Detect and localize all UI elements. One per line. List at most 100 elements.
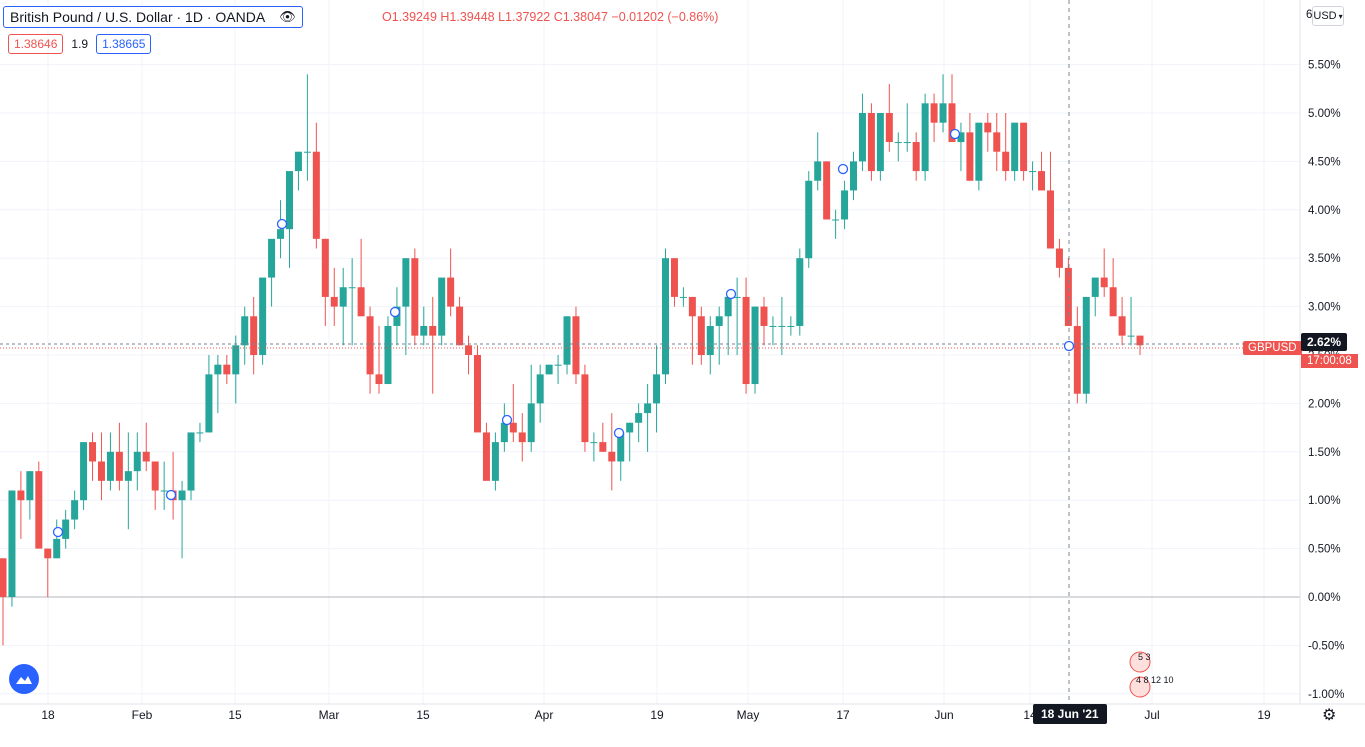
candle (903, 103, 911, 152)
candle (787, 316, 795, 336)
price-tick-label: 0.50% (1308, 544, 1341, 556)
candle (151, 461, 159, 510)
candle (635, 403, 643, 443)
price-tick-label: -0.50% (1308, 640, 1344, 652)
eye-icon[interactable]: 👁 (279, 9, 296, 24)
candle (232, 335, 240, 404)
currency-select[interactable]: USD ▾ (1312, 6, 1344, 26)
candle (1038, 151, 1046, 191)
candle (142, 422, 150, 472)
price-tick-label: 2.00% (1308, 398, 1341, 410)
candle (491, 432, 499, 491)
candle (554, 355, 562, 385)
candle (223, 355, 231, 385)
candle (44, 548, 52, 597)
candle (939, 74, 947, 133)
candle (608, 413, 616, 491)
candle (617, 432, 625, 481)
candle (71, 490, 79, 530)
split-marker-icon[interactable] (52, 526, 64, 538)
candle (832, 209, 840, 239)
low-value: L1.37922 (498, 10, 551, 24)
candle (760, 296, 768, 346)
candle (500, 403, 508, 452)
candle (1064, 258, 1072, 326)
candle (518, 413, 526, 462)
candle (169, 451, 177, 520)
candle (1082, 296, 1090, 404)
candle (241, 306, 249, 365)
candle (53, 519, 61, 559)
price-tick-label: 1.50% (1308, 447, 1341, 459)
bid-button[interactable]: 1.38646 (8, 34, 64, 54)
price-tick-label: 3.50% (1308, 253, 1341, 265)
split-marker-icon[interactable] (276, 218, 288, 230)
price-tick-label: 3.00% (1308, 302, 1341, 314)
bid-ask-panel: 1.38646 1.9 1.38665 (8, 34, 152, 54)
time-tick-label: 15 (228, 708, 242, 722)
candle (375, 325, 383, 394)
split-marker-icon[interactable] (165, 489, 177, 501)
economic-events[interactable]: 5 3 4 8 12 10 (1122, 650, 1178, 705)
candle (160, 461, 168, 510)
high-value: H1.39448 (440, 10, 495, 24)
candle (205, 355, 213, 433)
candle (715, 306, 723, 365)
split-marker-icon[interactable] (1063, 340, 1075, 352)
symbol-legend[interactable]: British Pound / U.S. Dollar · 1D · OANDA… (3, 6, 303, 28)
candle (357, 238, 365, 317)
gear-icon[interactable]: ⚙ (1322, 707, 1337, 724)
split-marker-icon[interactable] (949, 128, 961, 140)
candle (26, 471, 34, 520)
candle (1002, 113, 1010, 181)
symbol-title[interactable]: British Pound / U.S. Dollar · 1D · OANDA (10, 9, 266, 25)
candle (124, 432, 132, 530)
candle (697, 306, 705, 365)
candle (402, 258, 410, 355)
candle (751, 306, 759, 394)
candle (814, 132, 822, 191)
candle (670, 258, 678, 307)
candle (1011, 122, 1019, 181)
candle (1127, 296, 1135, 346)
chart-grid (0, 0, 1300, 704)
candle (115, 422, 123, 491)
candle (805, 171, 813, 268)
candle (1020, 122, 1028, 181)
candle (742, 277, 750, 394)
split-marker-icon[interactable] (725, 288, 737, 300)
candle (1136, 335, 1144, 355)
split-marker-icon[interactable] (613, 427, 625, 439)
time-scale: 18 Feb 15 Mar 15 Apr 19 May 17 Jun 14 Jul 19 (41, 708, 1271, 722)
spread-value: 1.9 (71, 37, 89, 51)
change-value: −0.01202 (−0.86%) (611, 10, 719, 24)
candle (1046, 151, 1054, 249)
tradingview-logo-icon[interactable] (9, 664, 39, 694)
candle (17, 471, 25, 539)
price-tick-label: 4.00% (1308, 205, 1341, 217)
split-marker-icon[interactable] (837, 163, 849, 175)
time-tick-label: 19 (1257, 708, 1271, 722)
candle (733, 277, 741, 355)
candle (545, 364, 553, 375)
candle (706, 316, 714, 375)
ask-button[interactable]: 1.38665 (96, 34, 152, 54)
candle (957, 122, 965, 172)
split-marker-icon[interactable] (501, 414, 513, 426)
split-marker-icon[interactable] (389, 306, 401, 318)
candle (1109, 258, 1117, 317)
candle (196, 422, 204, 443)
candle (599, 422, 607, 452)
price-tick-label: 5.50% (1308, 60, 1341, 72)
candle (339, 267, 347, 346)
candle (294, 151, 302, 191)
candle (447, 248, 455, 317)
candle (97, 432, 105, 501)
uk-event-numbers: 5 3 (1138, 652, 1151, 662)
time-tick-label: 19 (650, 708, 664, 722)
time-tick-label: 17 (836, 708, 850, 722)
candle (688, 296, 696, 365)
candle (1100, 248, 1108, 297)
candle (509, 384, 517, 443)
